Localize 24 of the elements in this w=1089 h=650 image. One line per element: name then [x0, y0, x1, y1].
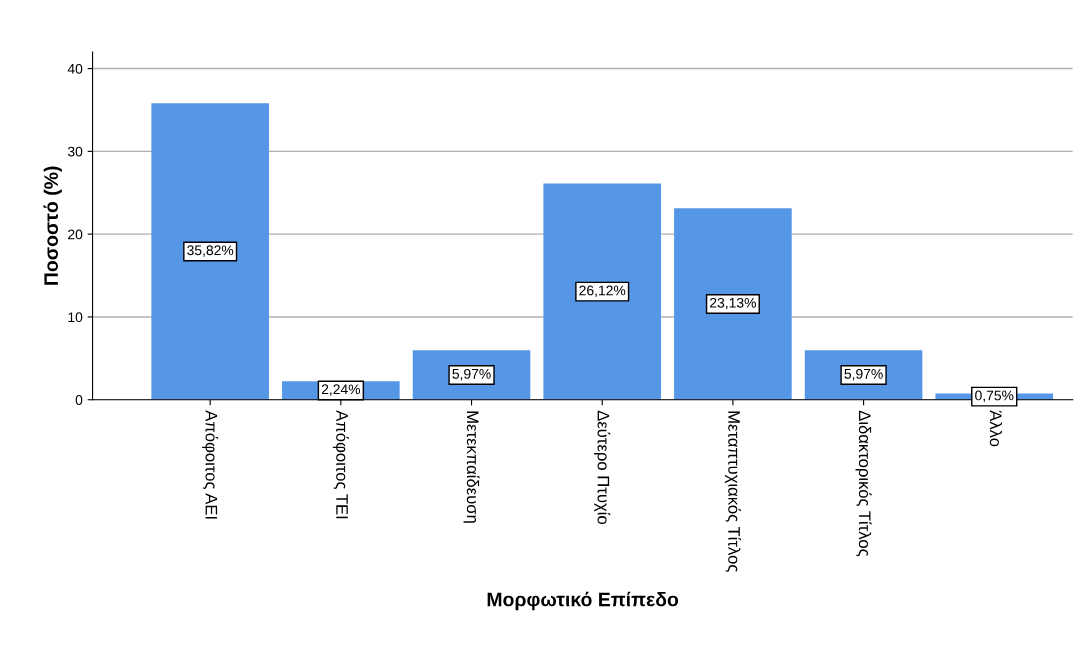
x-tick-label: Άλλο: [989, 410, 1003, 447]
x-tick-label: Διδακτορικός Τίτλος: [855, 410, 872, 557]
bar: [543, 183, 662, 400]
data-label: 5,97%: [844, 368, 883, 381]
x-axis-title: Μορφωτικό Επίπεδο: [487, 591, 679, 611]
x-tick-label: Δεύτερο Πτυχίο: [594, 410, 611, 524]
data-label: 5,97%: [452, 368, 491, 381]
y-tick-label: 0: [75, 395, 83, 405]
data-label: 26,12%: [579, 285, 626, 297]
x-tick-label: Απόφοιτος ΤΕΙ: [332, 410, 349, 519]
data-label: 0,75%: [975, 390, 1014, 403]
data-label: 23,13%: [710, 297, 756, 310]
bar: [674, 208, 792, 400]
bar: [151, 103, 269, 400]
y-axis-title: Ποσοστό (%): [43, 166, 62, 285]
y-tick-label: 10: [68, 312, 83, 323]
y-tick-label: 20: [68, 229, 83, 240]
data-label: 35,82%: [187, 245, 234, 257]
x-tick-label: Μετεκπαίδευση: [463, 411, 480, 523]
x-tick-label: Απόφοιτος ΑΕΙ: [202, 410, 219, 519]
x-tick-label: Μεταπτυχιακός Τίτλος: [724, 411, 741, 572]
y-tick-label: 30: [67, 146, 83, 157]
y-tick-label: 40: [67, 63, 83, 74]
data-label: 2,24%: [321, 384, 361, 396]
